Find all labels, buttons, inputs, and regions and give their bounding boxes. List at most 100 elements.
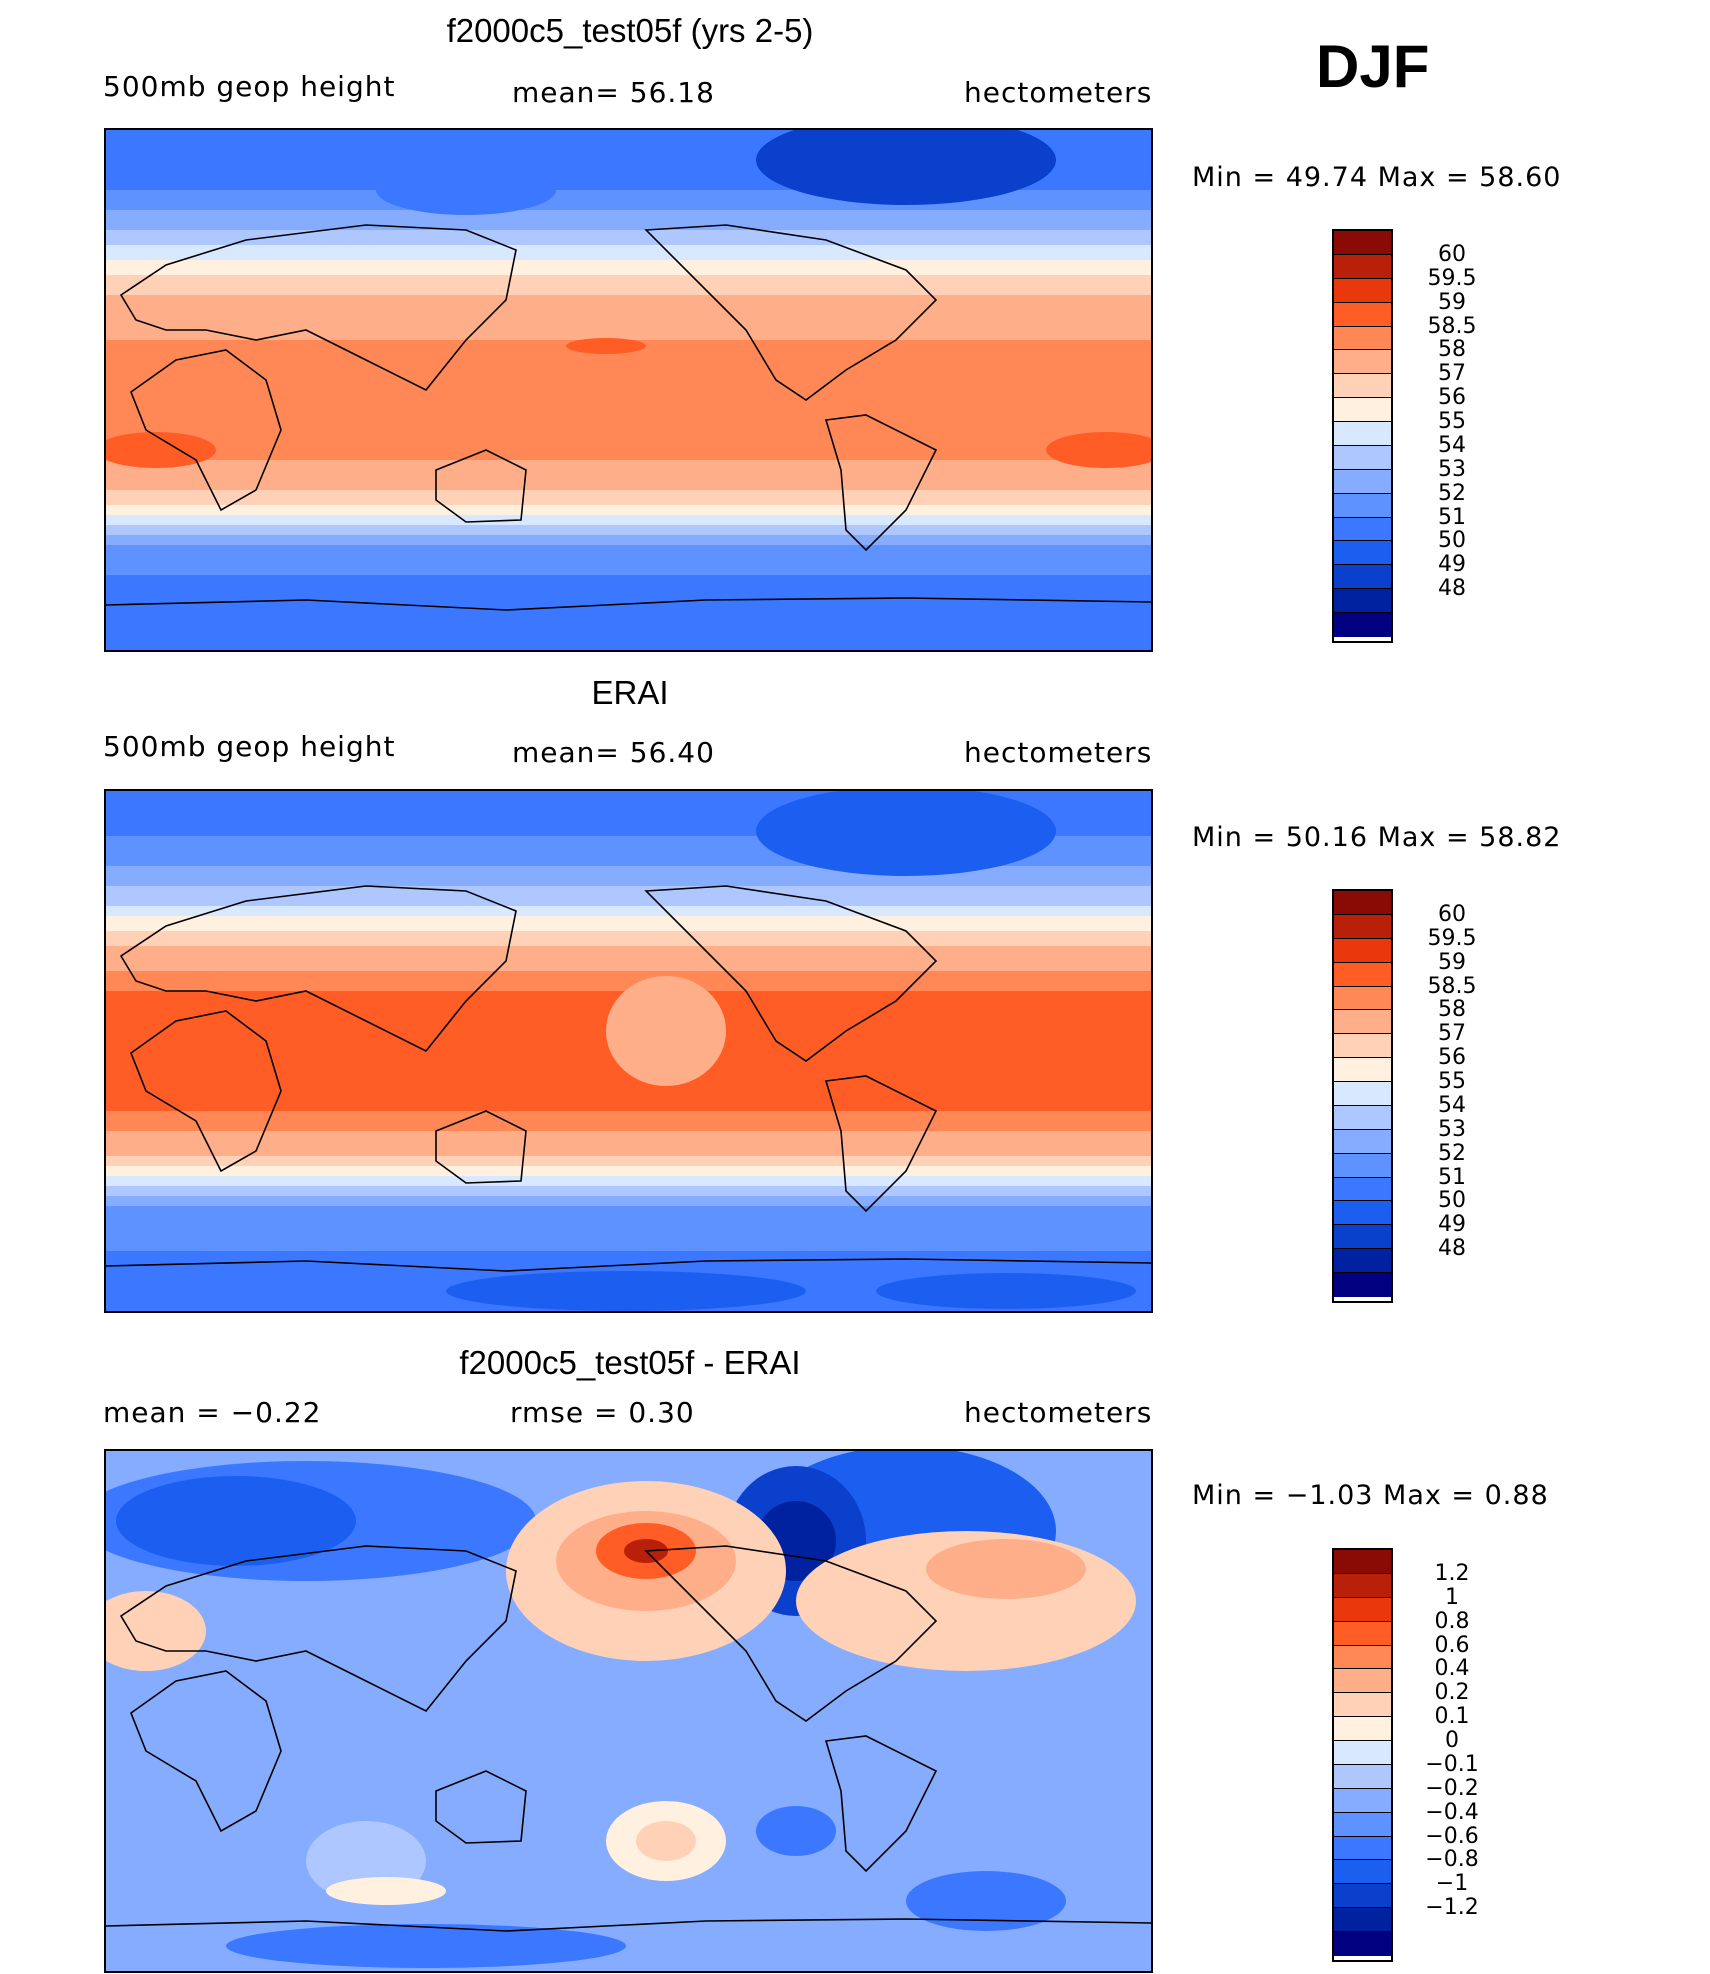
colorbar-segment <box>1334 1621 1391 1646</box>
colorbar-segment <box>1334 613 1391 637</box>
obs-contour-band <box>106 1196 1151 1202</box>
coastline <box>130 349 282 512</box>
obs-contour-band <box>106 901 1151 907</box>
colorbar-tick-label: 59 <box>1438 289 1466 315</box>
colorbar-tick-label: 52 <box>1438 1140 1466 1166</box>
colorbar-segment <box>1334 565 1391 590</box>
model-contour-band <box>106 425 1151 431</box>
panel1-colorbar-ticks: 60 59.5 59 58.5 58 57 56 55 54 53 52 51 50 49 48 <box>1402 229 1502 643</box>
coastline <box>644 1545 938 1722</box>
panel3-map <box>104 1449 1153 1973</box>
colorbar-segment <box>1334 1573 1391 1598</box>
model-contour-band <box>106 540 1151 546</box>
colorbar-tick-label: 49 <box>1438 1212 1466 1238</box>
colorbar-segment <box>1334 374 1391 399</box>
obs-contour-band <box>106 891 1151 897</box>
model-high-center <box>1046 432 1151 468</box>
obs-contour-band <box>106 1211 1151 1217</box>
colorbar-segment <box>1334 962 1391 987</box>
colorbar-tick-label: 52 <box>1438 480 1466 506</box>
colorbar-tick-label: 50 <box>1438 528 1466 554</box>
colorbar-segment <box>1334 278 1391 303</box>
model-contour-band <box>106 240 1151 246</box>
obs-contour-band <box>106 1201 1151 1207</box>
model-contour-band <box>106 290 1151 296</box>
diff-negative-region <box>906 1871 1066 1931</box>
colorbar-segment <box>1334 398 1391 422</box>
model-contour-band <box>106 640 1151 646</box>
obs-contour-band <box>106 926 1151 932</box>
obs-contour-band <box>106 1186 1151 1192</box>
colorbar-segment <box>1334 1249 1391 1273</box>
obs-contour-band <box>106 1081 1151 1087</box>
colorbar-segment <box>1334 589 1391 613</box>
colorbar-tick-label: 48 <box>1438 576 1466 602</box>
model-contour-band <box>106 395 1151 401</box>
model-contour-band <box>106 140 1151 146</box>
panel2-map <box>104 789 1153 1313</box>
colorbar-segment <box>1334 1693 1391 1718</box>
colorbar-tick-label: 0.4 <box>1434 1656 1470 1682</box>
model-contour-band <box>106 270 1151 276</box>
model-contour-band <box>106 190 1151 196</box>
model-contour-band <box>106 520 1151 526</box>
obs-contour-band <box>106 911 1151 917</box>
obs-contour-band <box>106 816 1151 822</box>
coastline <box>119 224 517 392</box>
colorbar-segment <box>1334 1836 1391 1861</box>
obs-southern-low <box>876 1273 1136 1309</box>
model-contour-band <box>106 325 1151 331</box>
colorbar-segment <box>1334 350 1391 375</box>
diff-negative-region <box>226 1924 626 1968</box>
model-contour-band <box>106 280 1151 286</box>
obs-contour-band <box>106 1251 1151 1257</box>
colorbar-tick-label: 55 <box>1438 409 1466 435</box>
colorbar-tick-label: 51 <box>1438 504 1466 530</box>
colorbar-segment <box>1334 1153 1391 1178</box>
model-contour-band <box>106 145 1151 151</box>
colorbar-segment <box>1334 422 1391 446</box>
model-contour-band <box>106 260 1151 266</box>
obs-contour-band <box>106 881 1151 887</box>
colorbar-segment <box>1334 1129 1391 1154</box>
diff-positive-region <box>326 1877 446 1905</box>
coastline <box>824 1075 938 1213</box>
colorbar-segment <box>1334 493 1391 518</box>
colorbar-tick-label: −0.4 <box>1425 1799 1479 1825</box>
coastline <box>824 414 938 552</box>
panel1-units: hectometers <box>964 76 1153 109</box>
model-contour-band <box>106 255 1151 261</box>
colorbar-tick-label: −1.2 <box>1425 1895 1479 1921</box>
model-contour-band <box>106 380 1151 386</box>
model-contour-band <box>106 175 1151 181</box>
obs-contour-band <box>106 976 1151 982</box>
colorbar-tick-label: 0.2 <box>1434 1680 1470 1706</box>
model-contour-band <box>106 620 1151 626</box>
model-contour-band <box>106 180 1151 186</box>
model-contour-band <box>106 495 1151 501</box>
obs-contour-band <box>106 1226 1151 1232</box>
model-contour-band <box>106 480 1151 486</box>
colorbar-segment <box>1334 1645 1391 1670</box>
colorbar-segment <box>1334 1788 1391 1813</box>
panel2-colorbar <box>1332 889 1393 1303</box>
coastline <box>435 1770 527 1844</box>
panel2-min-max: Min = 50.16 Max = 58.82 <box>1192 822 1562 853</box>
obs-contour-band <box>106 1161 1151 1167</box>
colorbar-segment <box>1334 231 1391 255</box>
coastline <box>106 597 1151 611</box>
coastline <box>644 224 938 401</box>
colorbar-tick-label: 54 <box>1438 432 1466 458</box>
obs-contour-band <box>106 1236 1151 1242</box>
model-contour-band <box>106 400 1151 406</box>
colorbar-segment <box>1334 1764 1391 1789</box>
model-contour-band <box>106 150 1151 156</box>
obs-contour-band <box>106 801 1151 807</box>
colorbar-segment <box>1334 1860 1391 1885</box>
colorbar-segment <box>1334 517 1391 542</box>
obs-contour-band <box>106 1136 1151 1142</box>
colorbar-tick-label: 59 <box>1438 949 1466 975</box>
colorbar-segment <box>1334 1932 1391 1956</box>
obs-contour-band <box>106 1126 1151 1132</box>
colorbar-segment <box>1334 1201 1391 1226</box>
